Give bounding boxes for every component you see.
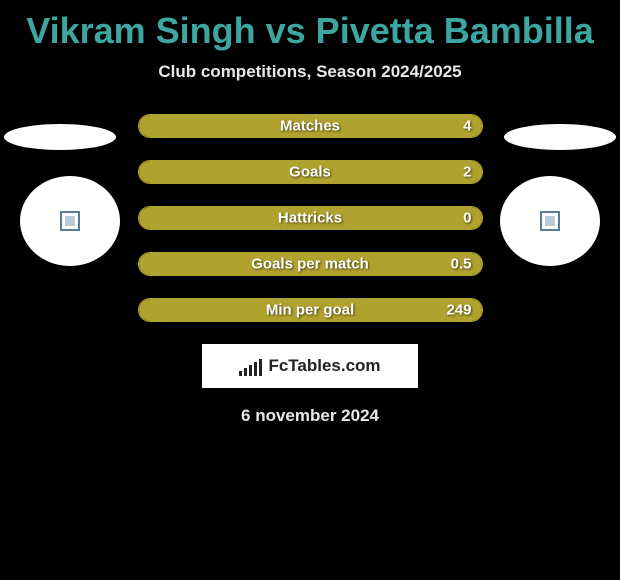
- bar-label: Matches: [280, 118, 340, 135]
- bar-label: Goals: [289, 164, 331, 181]
- stats-bars: Matches 4 Goals 2 Hattricks 0 Goals per …: [0, 114, 620, 322]
- bar-value: 2: [463, 164, 471, 181]
- bar-value: 4: [463, 118, 471, 135]
- bar-label: Goals per match: [251, 256, 369, 273]
- bar-value: 0.5: [451, 256, 472, 273]
- bar-row: Min per goal 249: [138, 298, 483, 322]
- logo-text: FcTables.com: [268, 356, 380, 376]
- bar-chart-icon: [239, 356, 264, 376]
- date-label: 6 november 2024: [0, 406, 620, 426]
- bar-row: Goals per match 0.5: [138, 252, 483, 276]
- bar-row: Hattricks 0: [138, 206, 483, 230]
- bar-value: 0: [463, 210, 471, 227]
- bar-row: Matches 4: [138, 114, 483, 138]
- bar-row: Goals 2: [138, 160, 483, 184]
- bar-value: 249: [446, 302, 471, 319]
- subtitle: Club competitions, Season 2024/2025: [0, 62, 620, 82]
- fctables-logo: FcTables.com: [202, 344, 418, 388]
- bar-label: Hattricks: [278, 210, 342, 227]
- page-title: Vikram Singh vs Pivetta Bambilla: [0, 0, 620, 52]
- bar-label: Min per goal: [266, 302, 354, 319]
